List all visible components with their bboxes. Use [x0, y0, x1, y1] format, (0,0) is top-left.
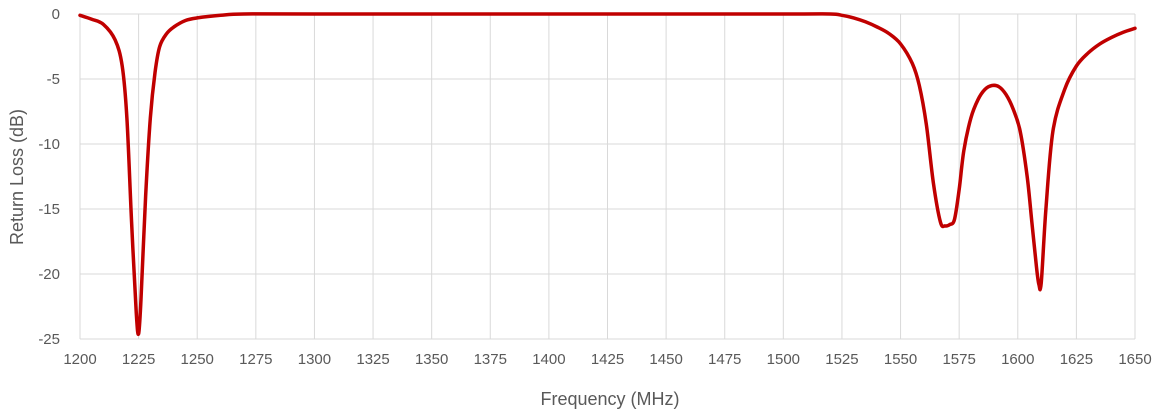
x-tick-label: 1625: [1060, 351, 1093, 368]
x-axis-ticks: 1200 1225 1250 1275 1300 1325 1350 1375 1400 1425…: [63, 351, 1151, 368]
x-tick-label: 1275: [239, 351, 272, 368]
y-axis-ticks: 0 -5 -10 -15 -20 -25: [38, 6, 60, 348]
x-tick-label: 1575: [942, 351, 975, 368]
x-tick-label: 1650: [1118, 351, 1151, 368]
x-tick-label: 1550: [884, 351, 917, 368]
x-tick-label: 1200: [63, 351, 96, 368]
x-tick-label: 1600: [1001, 351, 1034, 368]
y-tick-label: -5: [47, 71, 60, 88]
x-tick-label: 1375: [474, 351, 507, 368]
x-tick-label: 1250: [181, 351, 214, 368]
x-tick-label: 1225: [122, 351, 155, 368]
y-tick-label: -10: [38, 136, 60, 153]
y-tick-label: -25: [38, 331, 60, 348]
x-tick-label: 1425: [591, 351, 624, 368]
x-tick-label: 1325: [356, 351, 389, 368]
y-tick-label: -20: [38, 266, 60, 283]
x-tick-label: 1500: [767, 351, 800, 368]
x-tick-label: 1300: [298, 351, 331, 368]
y-tick-label: -15: [38, 201, 60, 218]
x-tick-label: 1450: [649, 351, 682, 368]
x-tick-label: 1525: [825, 351, 858, 368]
x-axis-title: Frequency (MHz): [540, 389, 679, 409]
y-tick-label: 0: [52, 6, 60, 23]
x-tick-label: 1350: [415, 351, 448, 368]
x-tick-label: 1475: [708, 351, 741, 368]
y-axis-title: Return Loss (dB): [7, 109, 27, 245]
return-loss-series-line: [78, 12, 1137, 337]
series-layer: [78, 12, 1137, 337]
x-tick-label: 1400: [532, 351, 565, 368]
grid: [79, 13, 1136, 340]
